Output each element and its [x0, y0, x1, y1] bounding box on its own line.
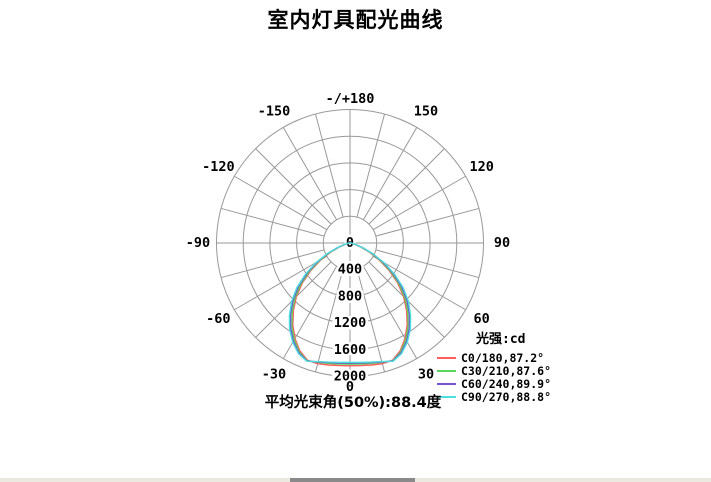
legend-item: C90/270,88.8° [437, 389, 552, 404]
angle-label: 0 [346, 379, 354, 395]
intensity-curve [288, 242, 412, 363]
grid-spoke [375, 207, 480, 237]
grid-spoke [234, 175, 328, 231]
grid-spoke [375, 249, 480, 279]
angle-label: -60 [206, 311, 230, 327]
angle-label: 30 [418, 367, 434, 383]
radial-tick-label: 800 [338, 288, 362, 304]
grid-spoke [234, 255, 328, 311]
grid-spoke [362, 265, 418, 359]
grid-spoke [255, 148, 332, 225]
angle-label: -150 [258, 103, 291, 119]
legend-items: C0/180,87.2° C30/210,87.6° C60/240,89.9° C9… [437, 350, 552, 404]
legend-heading: 光强:cd [476, 332, 526, 347]
radial-tick-label: 1600 [334, 342, 367, 358]
beam-angle-footer: 平均光束角(50%):88.4度 [264, 395, 442, 411]
grid-spoke [362, 127, 418, 221]
legend-item-label: C30/210,87.6° [461, 363, 552, 378]
radial-tick-label: 2000 [334, 369, 367, 385]
page-title: 室内灯具配光曲线 [267, 8, 444, 32]
legend-swatch-line [437, 382, 456, 385]
angle-label: -30 [262, 367, 286, 383]
legend-item-label: C90/270,88.8° [461, 389, 552, 404]
angle-label: 150 [414, 103, 438, 119]
legend-item: C0/180,87.2° [437, 350, 551, 365]
horizontal-scrollbar-thumb[interactable] [290, 478, 415, 482]
angle-label: -/+180 [326, 91, 375, 107]
legend-item-label: C60/240,89.9° [461, 376, 552, 391]
grid-spoke [356, 268, 386, 373]
legend-item: C30/210,87.6° [437, 363, 552, 378]
grid-spoke [282, 127, 338, 221]
grid-spoke [372, 175, 466, 231]
grid-spoke [314, 113, 344, 218]
legend-swatch-line [437, 356, 456, 359]
grid-spoke [368, 148, 445, 225]
chart-legend: 光强:cd C0/180,87.2° C30/210,87.6° C60/240,8… [437, 328, 552, 404]
grid-spoke [314, 268, 344, 373]
legend-item: C60/240,89.9° [437, 376, 552, 391]
angle-label: 90 [494, 235, 510, 251]
grid-spoke [220, 207, 325, 237]
grid-spoke [282, 265, 338, 359]
legend-swatch-line [437, 369, 456, 372]
radial-tick-label: 1200 [334, 315, 367, 331]
angle-label: 120 [469, 159, 493, 175]
radial-tick-label: 400 [338, 262, 362, 278]
angle-label: -90 [186, 235, 210, 251]
legend-item-label: C0/180,87.2° [461, 350, 545, 365]
legend-swatch-line [437, 395, 456, 398]
grid-spoke [372, 255, 466, 311]
grid-spoke [356, 113, 386, 218]
horizontal-scrollbar-track[interactable] [0, 478, 711, 482]
grid-spoke [220, 249, 325, 279]
angle-label: -120 [202, 159, 235, 175]
angle-label: 60 [474, 311, 490, 327]
